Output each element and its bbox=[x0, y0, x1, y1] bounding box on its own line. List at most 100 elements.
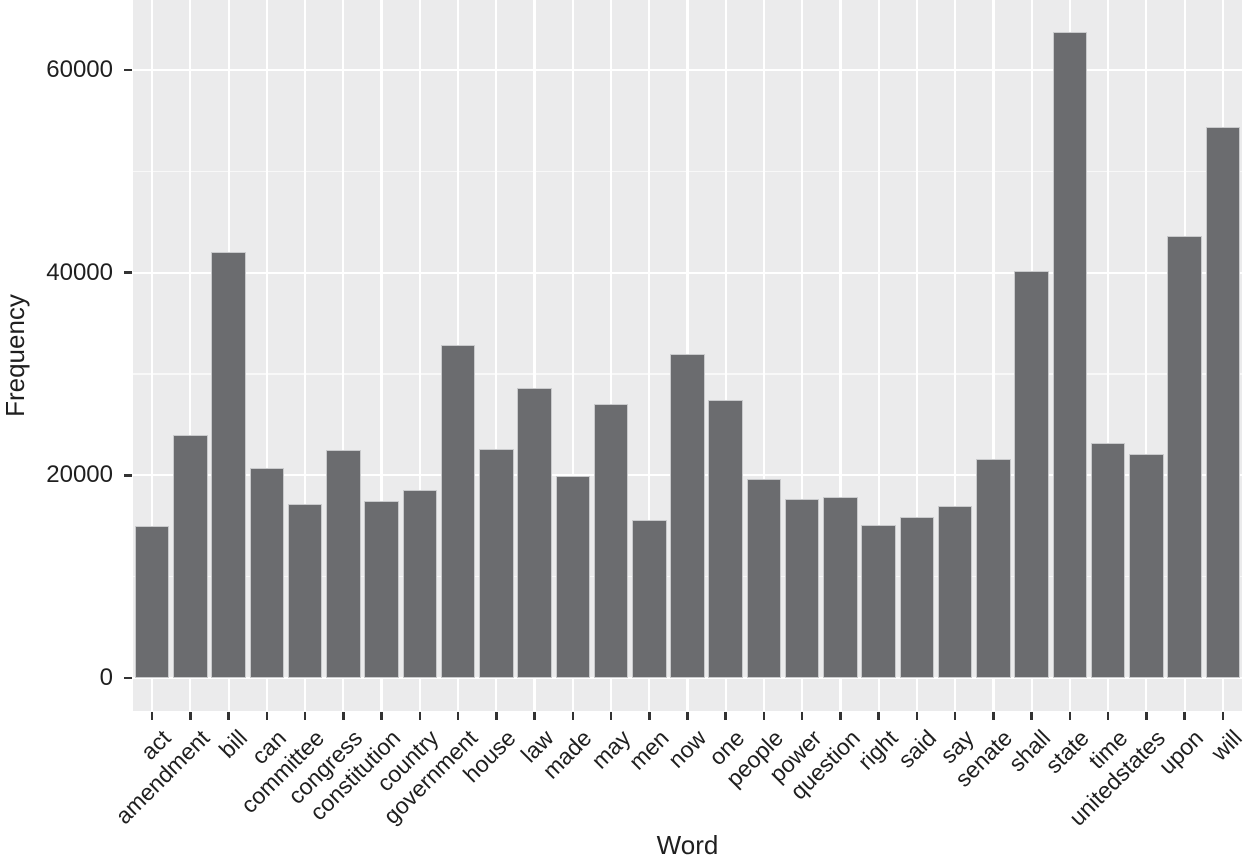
bar-unitedstates bbox=[1129, 454, 1164, 678]
x-tick-mark bbox=[456, 712, 460, 720]
bar-congress bbox=[326, 449, 361, 678]
y-axis-title: Frequency bbox=[0, 0, 30, 711]
x-tick-mark bbox=[915, 712, 919, 720]
x-tick-mark bbox=[839, 712, 842, 720]
x-tick-label-upon: upon bbox=[1154, 724, 1209, 780]
bar-time bbox=[1090, 442, 1126, 678]
x-axis-title: Word bbox=[656, 830, 719, 855]
y-axis-title-text: Frequency bbox=[0, 294, 30, 417]
y-tick-label: 60000 bbox=[46, 55, 113, 83]
x-tick-label-right: right bbox=[852, 724, 903, 775]
x-tick-mark bbox=[609, 712, 613, 720]
bar-people bbox=[746, 479, 782, 678]
y-tick-mark bbox=[124, 68, 132, 72]
x-tick-mark bbox=[724, 712, 727, 720]
bar-men bbox=[632, 519, 667, 678]
vertical-gridline bbox=[265, 0, 268, 711]
y-tick-mark bbox=[124, 271, 132, 274]
bar-country bbox=[402, 490, 438, 678]
y-tick-mark bbox=[124, 474, 132, 477]
bar-committee bbox=[287, 503, 323, 678]
x-tick-mark bbox=[686, 712, 689, 720]
vertical-gridline bbox=[839, 0, 842, 711]
x-tick-label-men: men bbox=[623, 724, 674, 775]
x-tick-mark bbox=[1183, 712, 1186, 720]
x-tick-mark bbox=[992, 712, 995, 720]
vertical-gridline bbox=[151, 0, 154, 711]
bar-bill bbox=[211, 252, 246, 678]
x-tick-mark bbox=[227, 712, 230, 720]
vertical-gridline bbox=[992, 0, 995, 711]
bar-will bbox=[1205, 126, 1241, 678]
x-tick-mark bbox=[1221, 712, 1225, 720]
x-tick-mark bbox=[1030, 712, 1033, 720]
x-tick-mark bbox=[762, 712, 766, 720]
vertical-gridline bbox=[1145, 0, 1148, 711]
bar-constitution bbox=[364, 500, 399, 678]
x-tick-label-now: now bbox=[663, 724, 712, 773]
x-tick-mark bbox=[189, 712, 192, 720]
x-tick-mark bbox=[418, 712, 422, 720]
vertical-gridline bbox=[915, 0, 919, 711]
x-tick-label-may: may bbox=[585, 724, 636, 774]
x-tick-mark bbox=[648, 712, 651, 720]
x-tick-mark bbox=[303, 712, 307, 720]
x-tick-mark bbox=[953, 712, 957, 720]
vertical-gridline bbox=[801, 0, 804, 711]
bar-one bbox=[708, 400, 743, 678]
x-tick-mark bbox=[150, 712, 154, 720]
y-tick-label: 20000 bbox=[46, 461, 113, 489]
x-tick-mark bbox=[533, 712, 536, 720]
bar-act bbox=[134, 525, 170, 678]
vertical-gridline bbox=[342, 0, 345, 711]
bar-upon bbox=[1167, 236, 1202, 678]
bar-say bbox=[937, 505, 973, 678]
x-tick-mark bbox=[342, 712, 345, 720]
vertical-gridline bbox=[954, 0, 957, 711]
vertical-gridline bbox=[1107, 0, 1110, 711]
vertical-gridline bbox=[648, 0, 651, 711]
vertical-gridline bbox=[609, 0, 613, 711]
y-tick-label: 0 bbox=[99, 663, 113, 691]
vertical-gridline bbox=[495, 0, 498, 711]
y-tick-label: 40000 bbox=[46, 258, 113, 286]
vertical-gridline bbox=[418, 0, 421, 711]
x-tick-mark bbox=[571, 712, 575, 720]
y-tick-mark bbox=[124, 676, 132, 680]
x-tick-mark bbox=[1106, 712, 1110, 720]
x-tick-label-bill: bill bbox=[214, 724, 253, 763]
bar-now bbox=[670, 353, 705, 678]
bar-can bbox=[249, 468, 285, 678]
bar-may bbox=[593, 404, 629, 678]
bar-question bbox=[823, 496, 858, 678]
x-tick-mark bbox=[1145, 712, 1148, 720]
bar-law bbox=[517, 388, 552, 678]
vertical-gridline bbox=[762, 0, 766, 711]
bar-house bbox=[479, 448, 514, 678]
bar-amendment bbox=[173, 434, 208, 678]
vertical-gridline bbox=[380, 0, 383, 711]
bar-power bbox=[784, 498, 820, 678]
x-tick-mark bbox=[800, 712, 804, 720]
vertical-gridline bbox=[877, 0, 880, 711]
x-tick-mark bbox=[265, 712, 269, 720]
bar-right bbox=[861, 524, 896, 678]
x-tick-mark bbox=[380, 712, 383, 720]
plot-panel bbox=[133, 0, 1242, 711]
vertical-gridline bbox=[724, 0, 727, 711]
bar-government bbox=[440, 344, 476, 678]
x-tick-mark bbox=[1068, 712, 1072, 720]
vertical-gridline bbox=[189, 0, 192, 711]
vertical-gridline bbox=[533, 0, 536, 711]
x-tick-label-said: said bbox=[892, 724, 941, 773]
x-tick-label-will: will bbox=[1205, 724, 1245, 766]
bar-senate bbox=[976, 459, 1011, 678]
bar-said bbox=[899, 516, 935, 678]
x-tick-mark bbox=[495, 712, 498, 720]
x-tick-mark bbox=[877, 712, 880, 720]
bar-state bbox=[1052, 32, 1088, 678]
bar-made bbox=[555, 476, 591, 678]
vertical-gridline bbox=[303, 0, 307, 711]
vertical-gridline bbox=[571, 0, 574, 711]
